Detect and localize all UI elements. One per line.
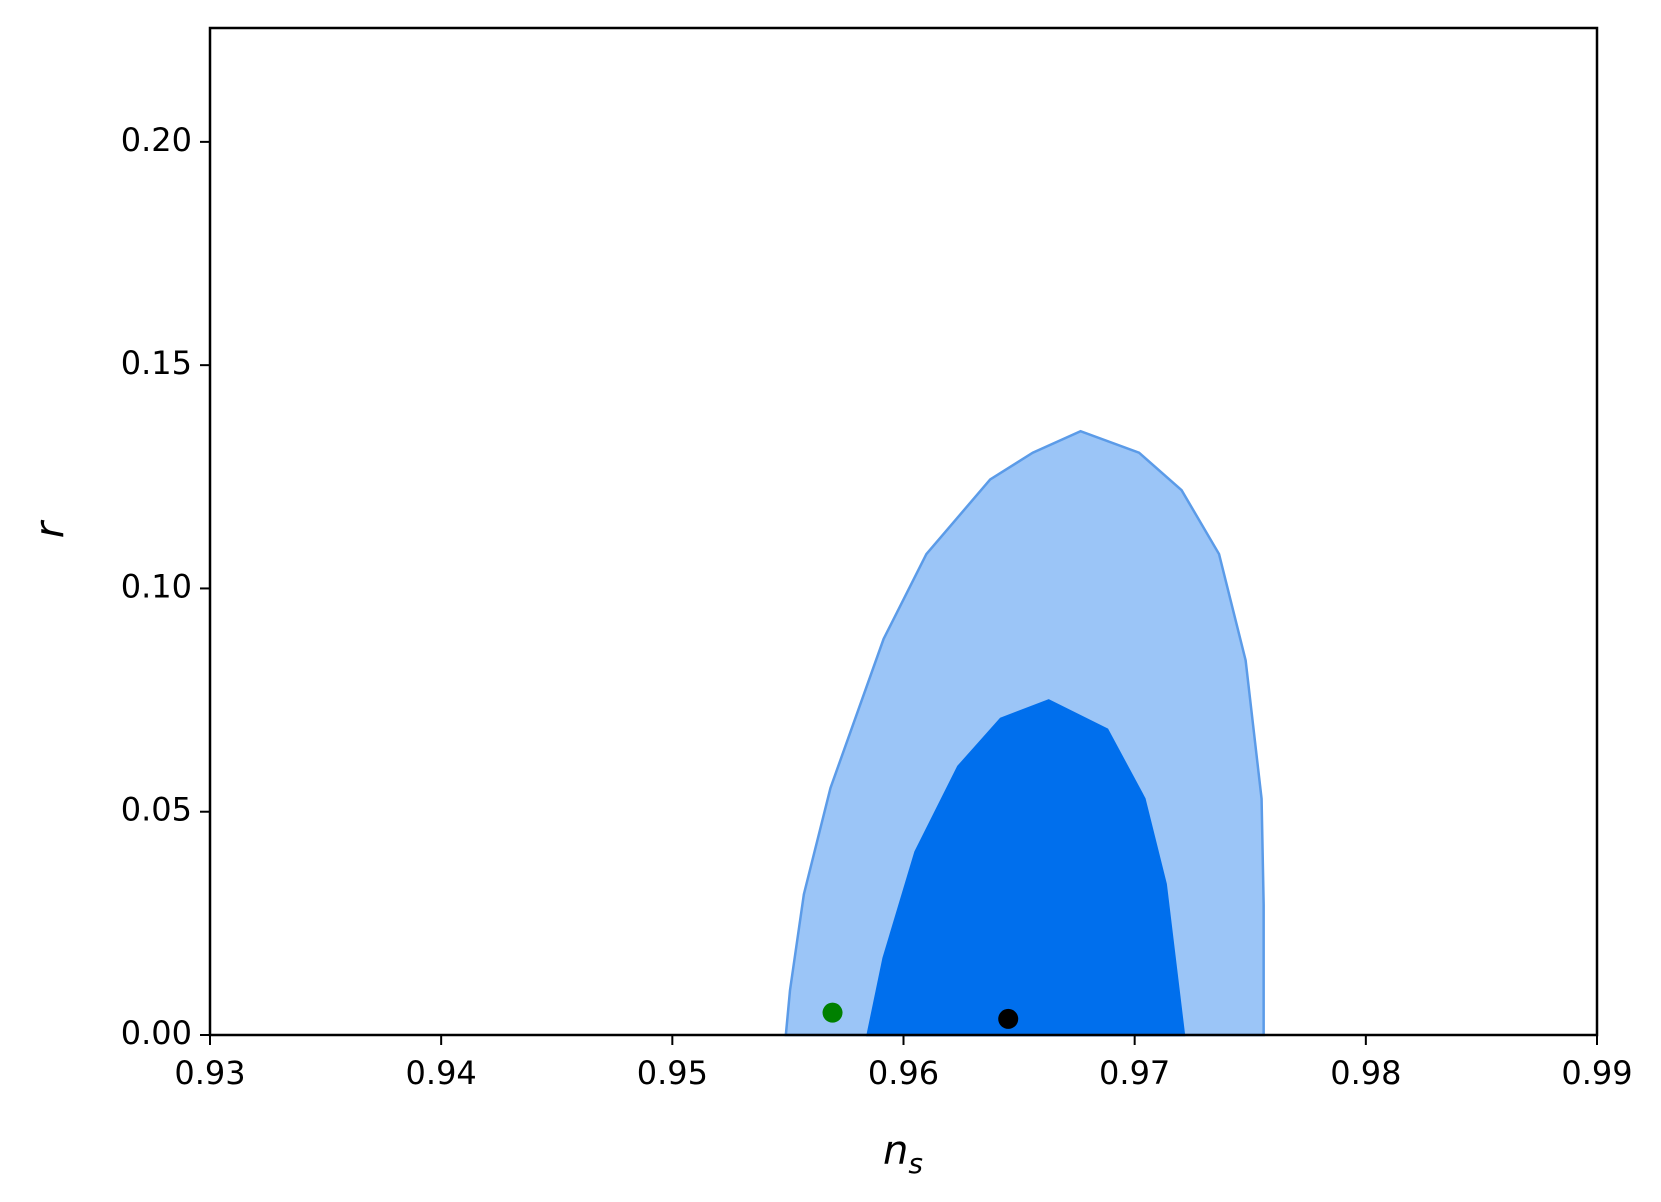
y-tick-label: 0.05 bbox=[121, 791, 192, 829]
y-tick-label: 0.15 bbox=[121, 344, 192, 382]
x-axis-label: ns bbox=[883, 1128, 923, 1180]
x-label-sub: s bbox=[908, 1147, 923, 1180]
y-tick-label: 0.00 bbox=[121, 1014, 192, 1052]
y-tick-label: 0.20 bbox=[121, 121, 192, 159]
x-tick-label: 0.98 bbox=[1330, 1054, 1401, 1092]
y-axis-label: r bbox=[27, 519, 73, 538]
y-tick-label: 0.10 bbox=[121, 567, 192, 605]
point bbox=[998, 1008, 1019, 1029]
point bbox=[822, 1002, 843, 1023]
x-label-main: n bbox=[883, 1128, 908, 1174]
x-tick-label: 0.99 bbox=[1561, 1054, 1632, 1092]
contour-region bbox=[866, 699, 1186, 1037]
x-tick-label: 0.94 bbox=[406, 1054, 477, 1092]
x-tick-label: 0.93 bbox=[174, 1054, 245, 1092]
x-tick-label: 0.96 bbox=[868, 1054, 939, 1092]
x-tick-label: 0.97 bbox=[1099, 1054, 1170, 1092]
x-tick-label: 0.95 bbox=[637, 1054, 708, 1092]
